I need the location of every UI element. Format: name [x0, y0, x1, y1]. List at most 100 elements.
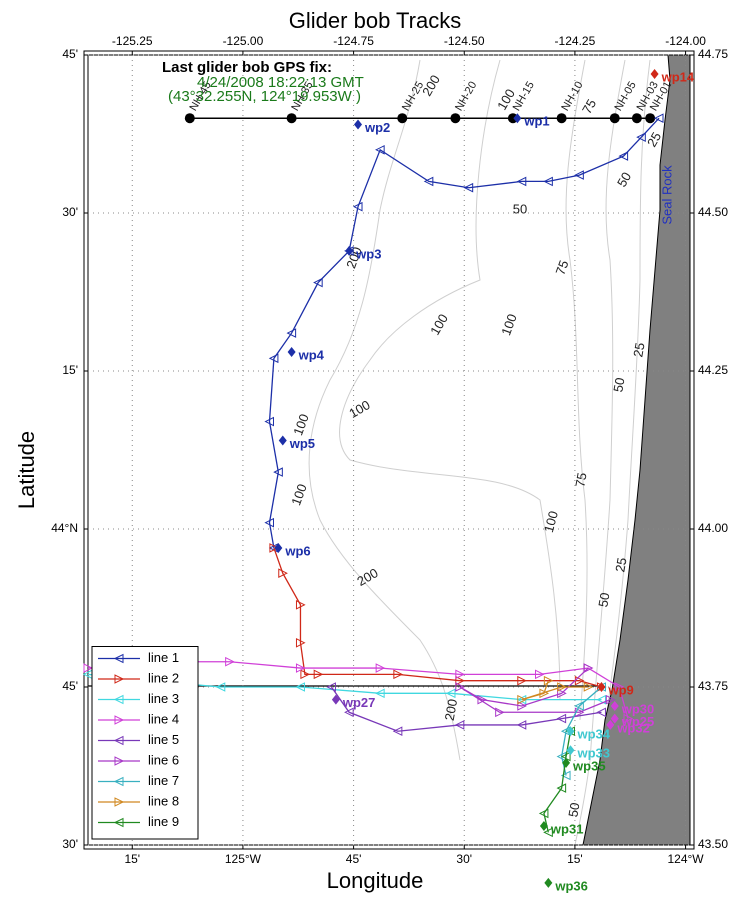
station-dot	[450, 113, 461, 124]
contour-100	[339, 59, 561, 701]
y-tick-label-right: 44.50	[698, 205, 728, 219]
waypoint-label: wp32	[616, 720, 650, 735]
x-tick-label-top: -124.50	[444, 34, 485, 48]
track-marker	[463, 182, 474, 193]
track-marker	[535, 669, 545, 680]
track-marker	[653, 113, 664, 124]
waypoint-marker	[274, 542, 283, 553]
track-marker	[557, 682, 567, 692]
waypoint-label: wp35	[572, 758, 606, 773]
track-marker	[375, 144, 385, 155]
y-tick-label-right: 44.75	[698, 47, 728, 61]
waypoint-label: wp5	[289, 436, 315, 451]
legend-label: line 5	[148, 732, 179, 747]
waypoint-label: wp2	[364, 120, 390, 135]
waypoint-label: wp25	[621, 714, 655, 729]
track-marker	[278, 568, 288, 579]
track-marker	[264, 416, 274, 427]
contour-label: 50	[610, 376, 627, 393]
track-marker	[574, 701, 584, 711]
x-tick-label-top: -124.75	[333, 34, 374, 48]
x-tick-label-top: -125.25	[112, 34, 153, 48]
waypoint-marker	[513, 113, 522, 124]
track-marker	[623, 713, 634, 724]
legend-label: line 4	[148, 711, 179, 726]
waypoint-label: wp1	[523, 114, 549, 129]
contour-label: 50	[565, 801, 582, 818]
contour-label: 25	[630, 341, 647, 358]
annotation: 4/24/2008 18:22:13 GMT	[197, 74, 364, 91]
map-title: Glider bob Tracks	[289, 8, 461, 33]
track-marker	[455, 675, 465, 686]
legend-label: line 7	[148, 773, 179, 788]
contour-25	[599, 59, 651, 761]
waypoint-label: wp31	[550, 821, 584, 836]
glider-track	[521, 680, 589, 701]
track-marker	[517, 694, 527, 705]
x-tick-label-bottom: 45'	[346, 852, 362, 866]
waypoint-marker	[597, 682, 606, 692]
legend-marker	[114, 674, 125, 684]
x-tick-label-bottom: 125°W	[225, 852, 262, 866]
track-marker	[560, 770, 571, 781]
contour-label: 200	[442, 698, 461, 722]
legend-marker	[113, 694, 124, 705]
track-marker	[295, 600, 306, 610]
legend-label: line 1	[148, 650, 179, 665]
contour-label: 100	[498, 312, 520, 338]
x-axis-label: Longitude	[327, 868, 424, 893]
annotation: Last glider bob GPS fix:	[162, 59, 332, 76]
legend-label: line 9	[148, 814, 179, 829]
place-label: Seal Rock	[659, 165, 674, 225]
track-marker	[273, 467, 283, 477]
y-tick-label-right: 43.50	[698, 837, 728, 851]
waypoint-label: wp6	[284, 543, 310, 558]
waypoint-marker	[287, 347, 296, 358]
glider-track	[543, 731, 572, 833]
track-marker	[583, 663, 594, 673]
x-tick-label-top: -125.00	[223, 34, 264, 48]
track-marker	[295, 682, 305, 692]
track-marker	[574, 170, 584, 180]
legend-marker	[113, 776, 124, 787]
contour-label: 50	[614, 169, 634, 189]
track-marker	[636, 132, 646, 142]
legend-marker	[113, 653, 124, 664]
track-marker	[313, 669, 324, 680]
x-tick-label-bottom: 15'	[567, 852, 583, 866]
track-marker	[495, 707, 505, 718]
track-marker	[215, 682, 226, 692]
waypoint-marker	[544, 877, 553, 888]
y-axis-label: Latitude	[14, 431, 39, 509]
waypoint-marker	[606, 719, 615, 730]
track-marker	[393, 669, 403, 680]
x-tick-label-bottom: 30'	[456, 852, 472, 866]
y-tick-label-left: 30'	[62, 205, 78, 219]
waypoint-marker	[278, 435, 287, 446]
track-marker	[423, 176, 434, 187]
track-marker	[344, 707, 354, 718]
y-tick-label-left: 44°N	[51, 521, 78, 535]
waypoint-marker	[345, 245, 354, 256]
y-tick-label-left: 45'	[62, 47, 78, 61]
track-marker	[618, 151, 629, 161]
track-marker	[477, 694, 488, 705]
y-tick-label-right: 44.25	[698, 363, 728, 377]
track-marker	[375, 688, 385, 699]
y-tick-label-left: 30'	[62, 837, 78, 851]
annotation: (43°32.255N, 124°19.953W )	[168, 88, 361, 105]
station-dot	[609, 113, 620, 124]
track-marker	[392, 726, 403, 737]
contour-label: 50	[595, 591, 612, 608]
legend-label: line 6	[148, 752, 179, 767]
track-marker	[286, 328, 297, 338]
contour-label: 100	[541, 509, 561, 534]
x-tick-label-bottom: 124°W	[667, 852, 704, 866]
track-marker	[556, 783, 567, 793]
track-marker	[264, 517, 274, 528]
track-marker	[543, 176, 553, 187]
coastline-land	[582, 54, 691, 846]
track-marker	[583, 682, 594, 692]
track-marker	[516, 720, 527, 730]
track-marker	[539, 688, 550, 699]
